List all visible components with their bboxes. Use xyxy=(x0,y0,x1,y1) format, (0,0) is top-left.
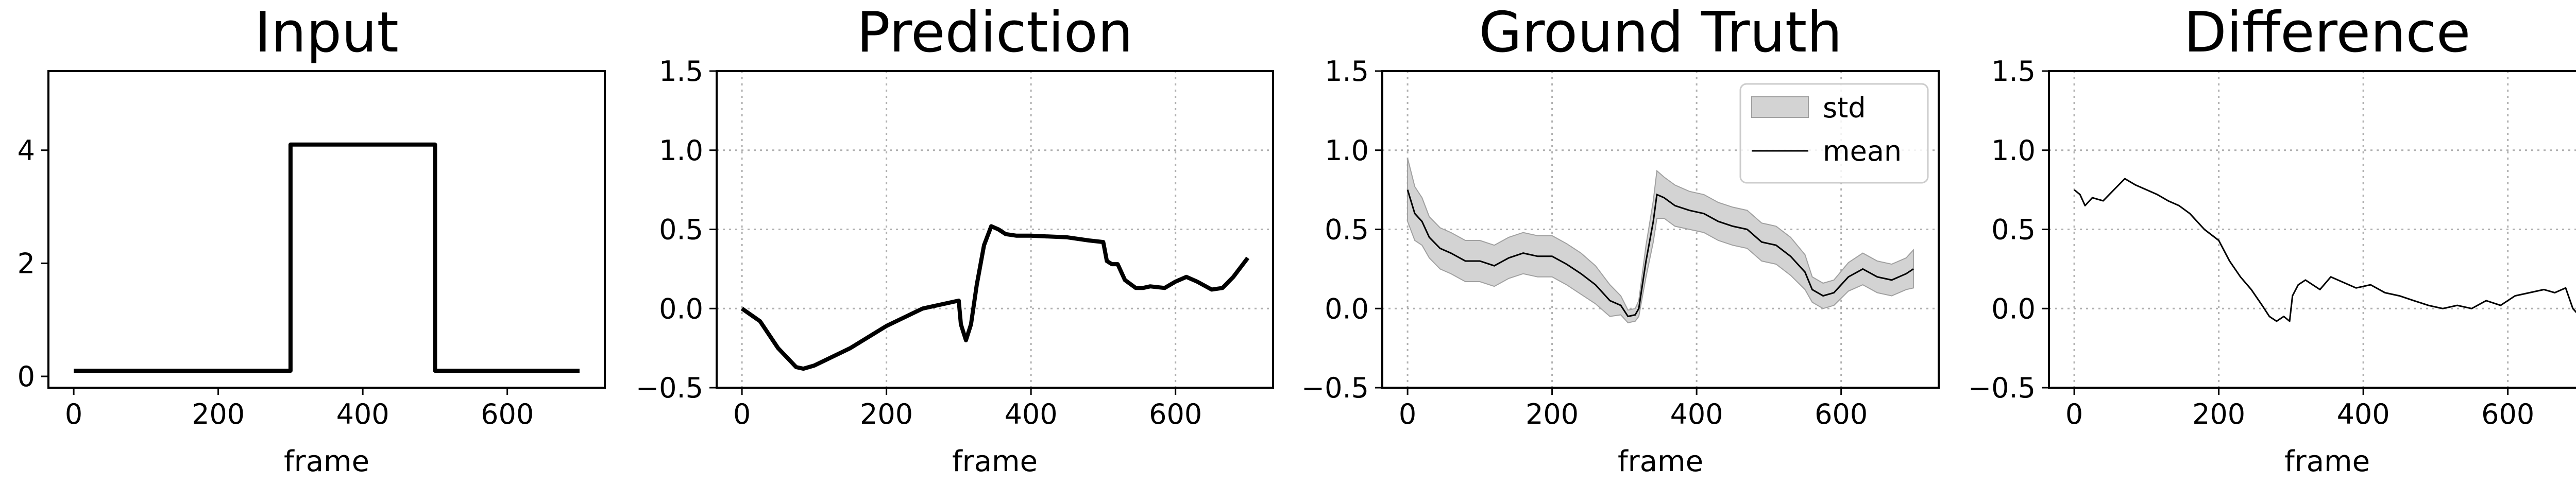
x-axis-label: frame xyxy=(1618,445,1703,478)
y-tick-label: 0.5 xyxy=(1991,214,2036,246)
y-tick-label: 0.5 xyxy=(659,214,703,246)
y-tick-label: 0.0 xyxy=(1325,292,1369,325)
y-tick-label: 1.5 xyxy=(1325,55,1369,88)
panel-title: Difference xyxy=(2184,1,2471,65)
x-tick-label: 0 xyxy=(65,398,82,430)
x-tick-label: 200 xyxy=(860,398,913,430)
x-tick-label: 200 xyxy=(1526,398,1579,430)
x-tick-label: 400 xyxy=(1670,398,1723,430)
x-axis-label: frame xyxy=(2284,445,2370,478)
x-tick-label: 200 xyxy=(2192,398,2245,430)
x-axis-label: frame xyxy=(952,445,1038,478)
panel-input: Input frame 0 200 400 600 0 2 4 xyxy=(18,1,606,478)
x-tick-label: 600 xyxy=(481,398,534,430)
series-line xyxy=(740,224,1250,371)
legend-swatch-std xyxy=(1751,96,1809,118)
y-tick-label: −0.5 xyxy=(1301,372,1369,404)
y-tick-label: 2 xyxy=(18,247,35,280)
series-line xyxy=(2074,178,2576,322)
y-tick-label: 1.5 xyxy=(1991,55,2036,88)
y-tick-label: 1.5 xyxy=(659,55,703,88)
panel-title: Prediction xyxy=(857,1,1133,65)
legend: std mean xyxy=(1739,83,1929,184)
x-tick-label: 200 xyxy=(192,398,245,430)
y-tick-label: 0.0 xyxy=(1991,292,2036,325)
std-band xyxy=(1407,158,1914,323)
axes-frame xyxy=(47,70,606,389)
x-tick-label: 0 xyxy=(733,398,751,430)
x-tick-label: 0 xyxy=(1399,398,1416,430)
legend-label-std: std xyxy=(1823,92,1866,124)
y-tick-label: 0.5 xyxy=(1325,214,1369,246)
y-tick-label: 1.0 xyxy=(1325,134,1369,167)
x-tick-label: 400 xyxy=(336,398,389,430)
mean-line xyxy=(1406,189,1914,318)
y-tick-label: 0.0 xyxy=(659,292,703,325)
x-tick-label: 400 xyxy=(2337,398,2390,430)
series-line xyxy=(74,142,580,373)
y-tick-label: 0 xyxy=(18,360,35,393)
panel-difference: Difference frame 0 200 400 600 −0.5 0.0 0.5 1.0… xyxy=(1968,1,2576,478)
panel-ground-truth: Ground Truth frame std mean 0 200 400 600 −0… xyxy=(1301,1,1940,478)
y-tick-label: 1.0 xyxy=(1991,134,2036,167)
x-tick-label: 400 xyxy=(1005,398,1058,430)
x-tick-label: 600 xyxy=(2481,398,2534,430)
legend-label-mean: mean xyxy=(1823,135,1902,167)
panel-title: Ground Truth xyxy=(1479,1,1842,65)
x-tick-label: 600 xyxy=(1815,398,1868,430)
panel-title: Input xyxy=(255,1,399,65)
x-axis-label: frame xyxy=(284,445,369,478)
y-tick-label: −0.5 xyxy=(636,372,703,404)
x-tick-label: 600 xyxy=(1149,398,1202,430)
x-tick-label: 0 xyxy=(2065,398,2083,430)
y-tick-label: −0.5 xyxy=(1968,372,2036,404)
y-tick-label: 4 xyxy=(18,134,35,167)
y-tick-label: 1.0 xyxy=(659,134,703,167)
panel-prediction: Prediction frame 0 200 400 600 −0.5 0.0 0.5 1.0… xyxy=(636,1,1274,478)
